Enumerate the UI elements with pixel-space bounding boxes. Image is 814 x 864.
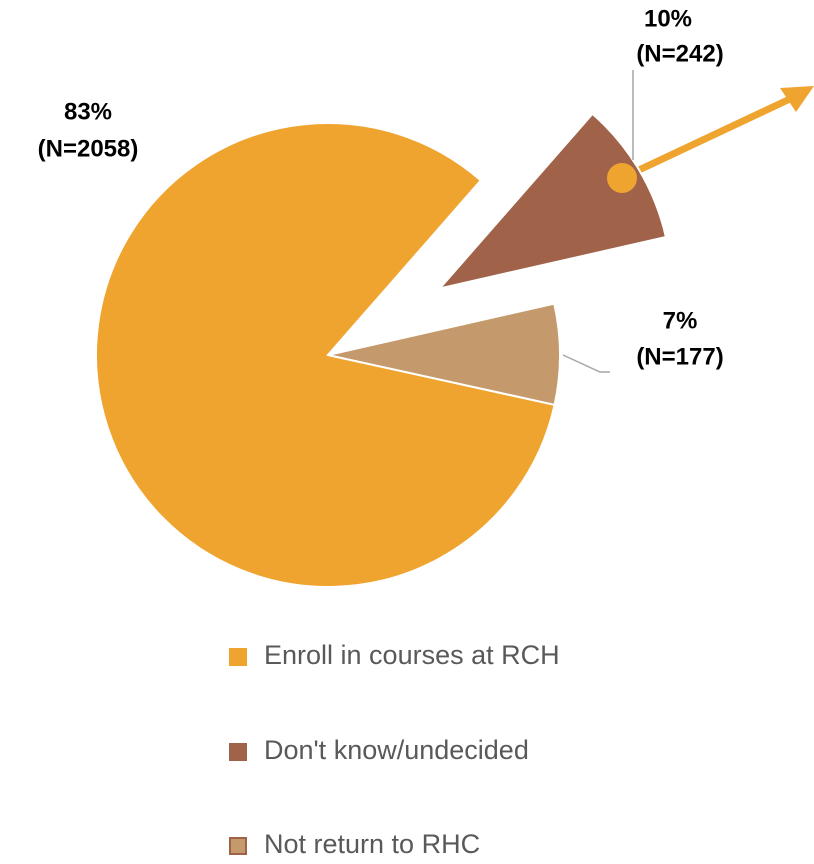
data-label: 83%: [64, 98, 112, 125]
count-label: (N=242): [636, 40, 723, 67]
arrow-dot: [607, 163, 637, 193]
count-label: (N=177): [636, 343, 723, 370]
pie-slice: [327, 302, 561, 407]
legend-label: Don't know/undecided: [264, 735, 529, 765]
legend-swatch: [229, 837, 247, 855]
leader-line: [562, 354, 610, 373]
pie-slice: [436, 112, 668, 291]
legend-swatch: [229, 743, 247, 761]
legend-swatch: [229, 648, 247, 666]
data-label: 7%: [663, 307, 698, 334]
pie-slice: [95, 122, 556, 588]
arrow-head: [780, 86, 814, 112]
count-label: (N=2058): [38, 135, 139, 162]
data-label: 10%: [644, 5, 692, 32]
legend-label: Not return to RHC: [264, 829, 480, 859]
legend-label: Enroll in courses at RCH: [264, 640, 560, 670]
arrow-shaft: [620, 94, 794, 182]
